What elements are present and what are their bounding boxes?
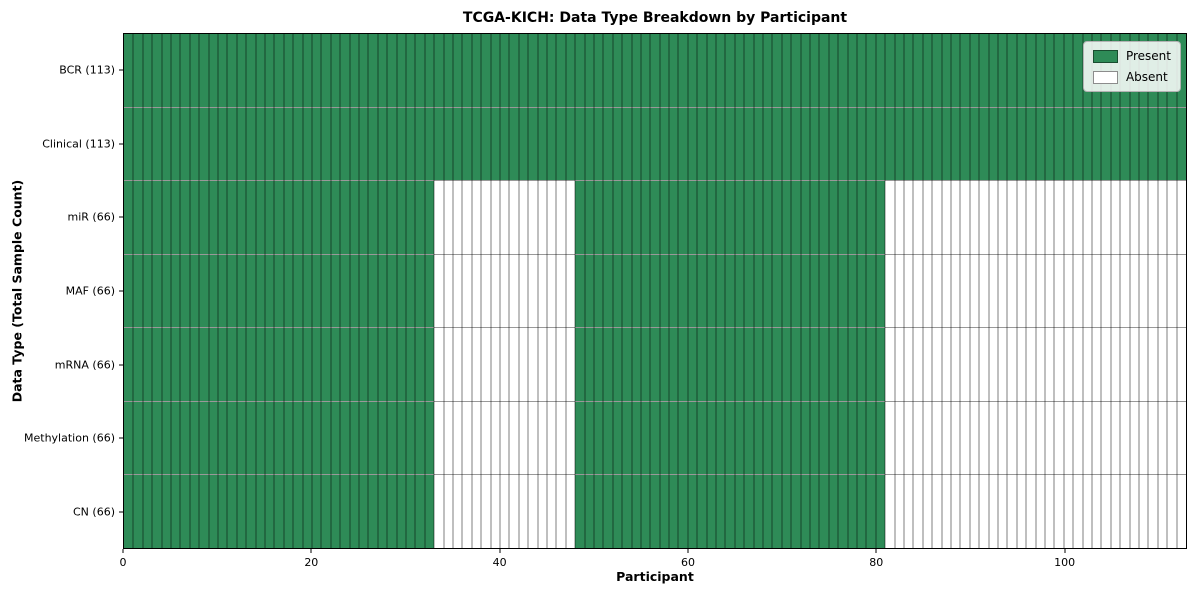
x-tick-label: 60: [680, 556, 695, 569]
x-tick-mark: [122, 549, 124, 553]
plot-area: Present Absent: [123, 33, 1187, 549]
datatype-row: [124, 475, 1186, 549]
present-segment: [575, 475, 886, 549]
present-segment: [575, 181, 886, 254]
datatype-row: [124, 107, 1186, 182]
y-tick-mark: [119, 290, 123, 292]
present-segment: [575, 401, 886, 475]
present-segment: [124, 328, 435, 401]
present-segment: [124, 401, 435, 475]
x-tick-mark: [1064, 549, 1066, 553]
legend-label-absent: Absent: [1125, 70, 1168, 84]
datatype-row: [124, 181, 1186, 255]
x-tick-label: 40: [492, 556, 507, 569]
y-tick-mark: [119, 143, 123, 145]
datatype-row: [124, 328, 1186, 402]
datatype-row: [124, 254, 1186, 329]
datatype-row: [124, 401, 1186, 476]
y-tick-label: Clinical (113): [42, 137, 115, 151]
x-axis: 0 20 40 60 80 100: [119, 549, 1187, 575]
x-tick-label: 100: [1054, 556, 1076, 569]
x-tick-mark: [687, 549, 689, 553]
x-tick-label: 0: [119, 556, 127, 569]
present-segment: [124, 181, 435, 254]
y-tick-label: CN (66): [73, 505, 115, 519]
legend-item-present: Present: [1092, 49, 1171, 63]
y-tick-mark: [119, 511, 123, 513]
x-tick-mark: [499, 549, 501, 553]
present-swatch: [1092, 49, 1118, 63]
y-tick-label: miR (66): [67, 210, 116, 224]
present-segment: [124, 34, 1186, 107]
y-tick-label: MAF (66): [65, 284, 115, 298]
heatmap-rows: [124, 34, 1186, 549]
legend-label-present: Present: [1125, 49, 1171, 63]
absent-swatch: [1092, 70, 1118, 84]
present-segment: [124, 475, 435, 549]
y-tick-mark: [119, 364, 123, 366]
present-segment: [575, 328, 886, 401]
y-tick-mark: [119, 216, 123, 218]
y-tick-label: mRNA (66): [54, 358, 115, 372]
legend-item-absent: Absent: [1092, 70, 1171, 84]
present-segment: [575, 254, 886, 328]
y-tick-label: Methylation (66): [24, 431, 115, 445]
y-axis: BCR (113) Clinical (113) miR (66) MAF (66) m…: [0, 33, 123, 549]
y-tick-mark: [119, 69, 123, 71]
datatype-row: [124, 34, 1186, 108]
x-tick-mark: [310, 549, 312, 553]
x-tick-mark: [875, 549, 877, 553]
present-segment: [124, 254, 435, 328]
x-tick-label: 80: [869, 556, 884, 569]
x-axis-label: Participant: [616, 569, 694, 584]
y-tick-mark: [119, 437, 123, 439]
legend: Present Absent: [1082, 41, 1181, 92]
x-tick-label: 20: [304, 556, 319, 569]
chart-title: TCGA-KICH: Data Type Breakdown by Partic…: [462, 10, 848, 26]
y-tick-label: BCR (113): [59, 63, 115, 77]
present-segment: [124, 107, 1186, 181]
